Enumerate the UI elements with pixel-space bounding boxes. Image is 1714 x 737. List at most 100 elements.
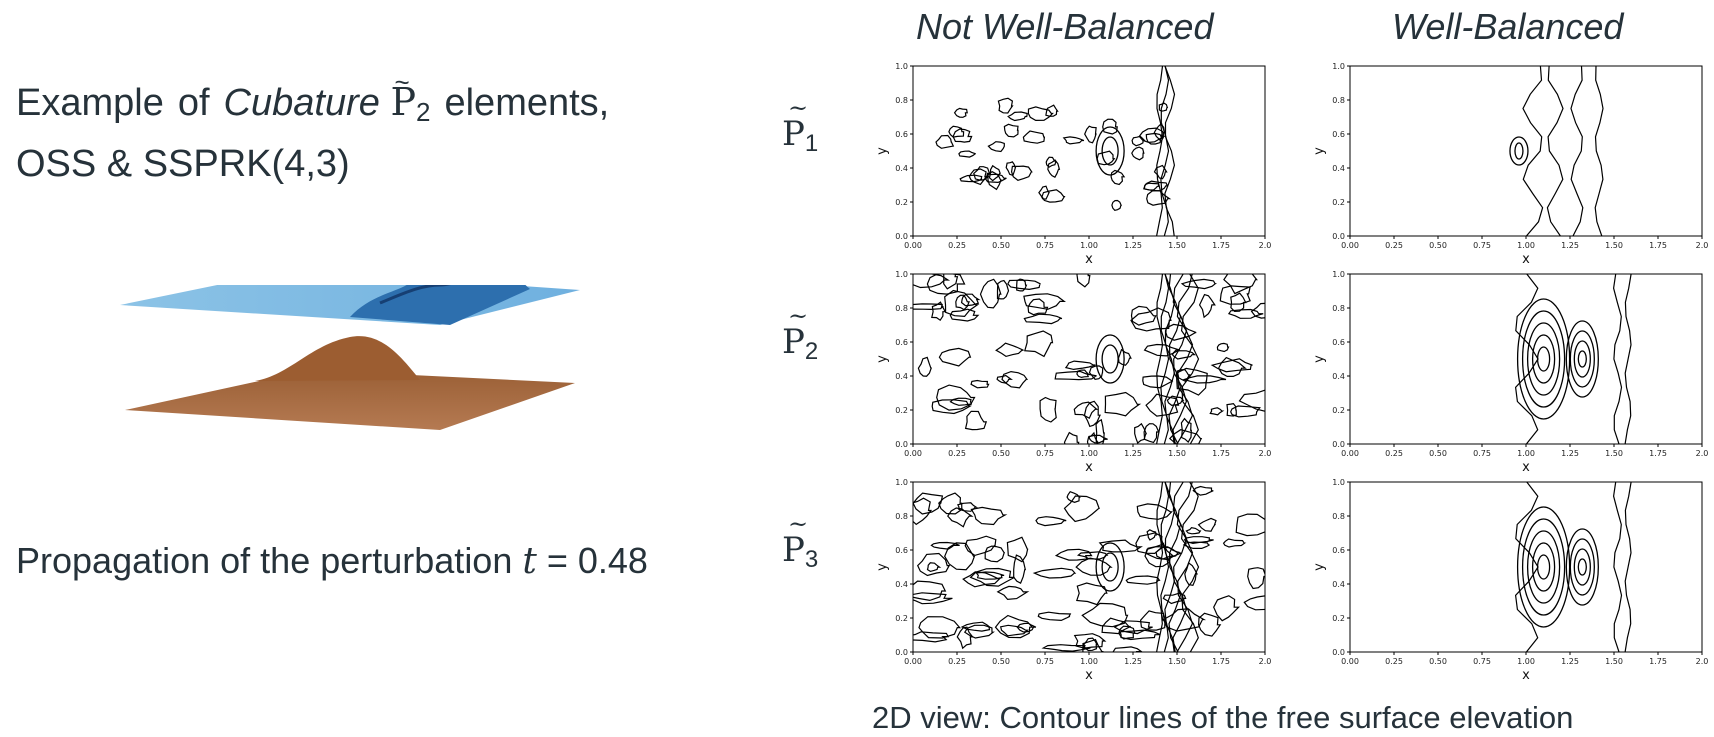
contour-line — [1032, 567, 1077, 579]
contour-line — [1531, 542, 1556, 592]
contour-line — [995, 342, 1024, 358]
contour-line — [1176, 482, 1194, 652]
plot-frame — [1349, 273, 1703, 445]
y-tick-label: 0.4 — [1332, 164, 1345, 173]
y-tick-label: 0.8 — [1332, 96, 1345, 105]
contour-line — [1086, 431, 1099, 444]
x-tick-label: 0.75 — [1473, 657, 1491, 666]
x-tick-label: 1.00 — [1517, 449, 1535, 458]
contour-line — [1095, 418, 1105, 444]
contour-line — [1180, 417, 1192, 444]
x-axis-label: x — [1085, 252, 1093, 267]
contour-line — [1176, 274, 1194, 444]
contour-line — [913, 592, 953, 605]
contour-line — [1521, 518, 1566, 616]
contour-line — [955, 294, 970, 311]
y-tick-label: 0.6 — [1332, 338, 1345, 347]
contour-line — [1516, 506, 1571, 628]
contour-line — [1612, 274, 1623, 444]
y-tick-label: 1.0 — [895, 270, 908, 279]
contour-line — [1526, 530, 1561, 604]
contour-plot-p3-well-balanced: 0.00 0.25 0.50 0.75 1.00 1.25 1.50 1.75 2.0 0.0 0.… — [1312, 478, 1708, 683]
x-tick-label: 0.25 — [948, 449, 966, 458]
row-label-p3-tilde: ~ — [788, 510, 809, 538]
contour-line — [1130, 307, 1172, 332]
intro-line-1: Example of Cubature P2 ~ elements, — [16, 67, 609, 138]
contour-line — [1164, 274, 1176, 444]
contour-line — [949, 397, 973, 406]
x-tick-label: 1.50 — [1605, 449, 1623, 458]
contour-line — [1054, 370, 1097, 381]
contour-line — [956, 626, 974, 650]
contour-line — [1516, 298, 1571, 420]
contour-line — [1180, 482, 1200, 652]
x-tick-label: 2.0 — [1696, 449, 1709, 458]
contour-line — [1041, 644, 1091, 652]
contour-line — [1022, 130, 1046, 144]
contour-line — [936, 384, 976, 411]
contour-line — [1612, 482, 1623, 652]
x-tick-label: 1.50 — [1168, 449, 1186, 458]
contour-line — [1569, 330, 1595, 388]
x-tick-label: 0.75 — [1473, 449, 1491, 458]
x-tick-label: 0.00 — [1341, 449, 1359, 458]
contour-plot-p1-not-well-balanced: 0.00 0.25 0.50 0.75 1.00 1.25 1.50 1.75 2.0 0.0 0.… — [875, 62, 1271, 267]
y-tick-label: 0.2 — [1332, 614, 1345, 623]
contour-line — [1168, 429, 1203, 444]
y-axis-label: y — [1312, 147, 1327, 155]
x-axis-label: x — [1085, 668, 1093, 683]
contour-line — [913, 631, 950, 643]
contour-line — [1227, 308, 1264, 319]
contour-line — [1016, 278, 1028, 292]
y-tick-label: 0.4 — [895, 372, 908, 381]
contour-line — [1573, 548, 1591, 586]
contour-line — [1565, 528, 1599, 606]
contour-line — [1041, 189, 1066, 203]
contour-line — [1514, 482, 1539, 652]
y-tick-label: 0.4 — [895, 164, 908, 173]
contour-line — [1223, 274, 1258, 295]
caption-left: Propagation of the perturbation t = 0.48 — [16, 540, 648, 582]
x-tick-label: 1.25 — [1561, 657, 1579, 666]
contour-line — [958, 150, 976, 158]
contour-line — [930, 541, 960, 550]
x-tick-label: 1.75 — [1649, 241, 1667, 250]
x-axis-label: x — [1522, 252, 1530, 267]
contour-line — [1153, 164, 1168, 180]
intro-space-sub: 2 — [416, 97, 431, 127]
contour-line — [931, 399, 973, 415]
contour-line — [948, 125, 965, 138]
contour-line — [1197, 612, 1222, 637]
row-label-p2-sub: 2 — [804, 338, 819, 365]
contour-line — [1164, 66, 1176, 236]
contour-line — [969, 567, 1015, 587]
y-tick-label: 0.8 — [1332, 304, 1345, 313]
contour-line — [1104, 391, 1142, 417]
y-tick-label: 0.2 — [1332, 198, 1345, 207]
x-tick-label: 1.00 — [1080, 657, 1098, 666]
y-tick-label: 0.6 — [895, 338, 908, 347]
x-tick-label: 0.25 — [1385, 657, 1403, 666]
y-tick-label: 0.0 — [895, 648, 908, 657]
x-tick-label: 1.25 — [1561, 449, 1579, 458]
contour-line — [1180, 278, 1218, 290]
contour-line — [916, 552, 951, 577]
contour-line — [1023, 313, 1063, 325]
x-tick-label: 2.0 — [1696, 241, 1709, 250]
x-tick-label: 0.50 — [992, 657, 1010, 666]
contour-line — [1526, 322, 1561, 396]
contour-plot-p3-not-well-balanced: 0.00 0.25 0.50 0.75 1.00 1.25 1.50 1.75 2.0 0.0 0.… — [875, 478, 1271, 683]
contour-plot-p2-well-balanced: 0.00 0.25 0.50 0.75 1.00 1.25 1.50 1.75 2.0 0.0 0.… — [1312, 270, 1709, 475]
contour-line — [987, 171, 1002, 191]
contour-line — [1624, 482, 1632, 652]
contour-line — [1180, 274, 1200, 444]
contour-line — [1117, 348, 1132, 366]
contour-line — [1083, 400, 1101, 428]
contour-line — [1156, 482, 1164, 652]
contour-line — [1250, 302, 1265, 319]
y-tick-label: 1.0 — [895, 62, 908, 71]
contour-line — [1119, 629, 1161, 641]
x-tick-label: 0.25 — [948, 241, 966, 250]
y-tick-label: 0.0 — [1332, 440, 1345, 449]
contour-line — [984, 545, 1006, 563]
